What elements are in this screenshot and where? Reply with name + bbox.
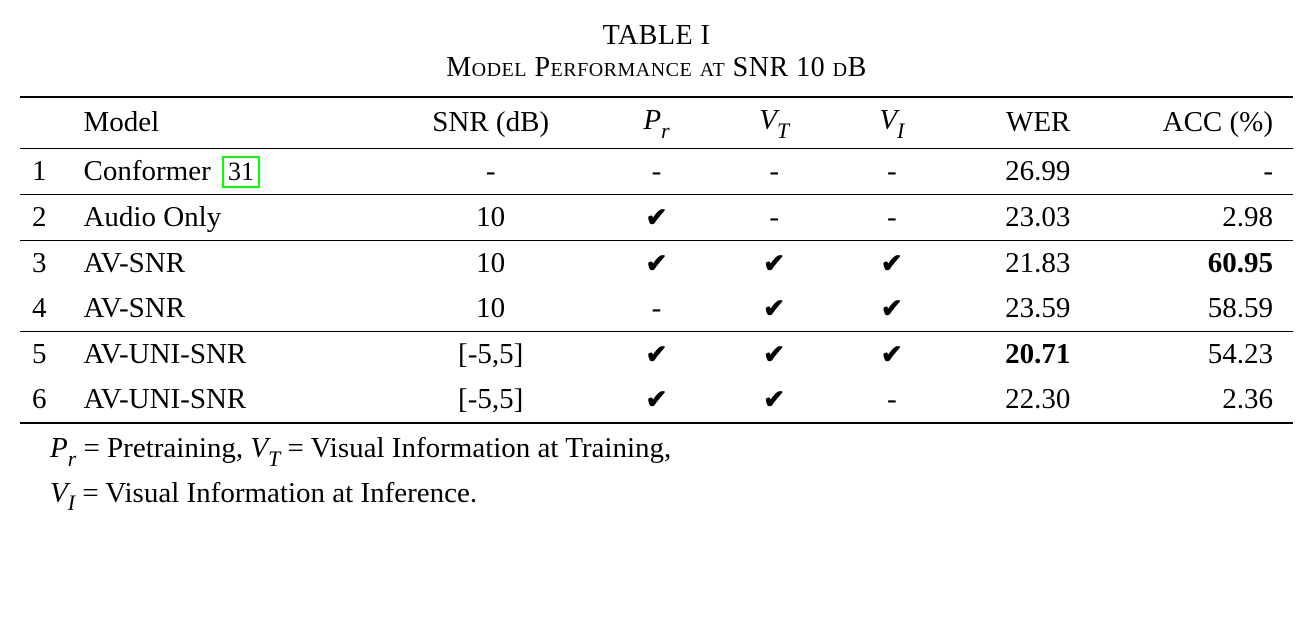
table-caption: TABLE I Model Performance at SNR 10 dB (20, 20, 1293, 84)
footnote-vt-desc: = Visual Information at Training, (280, 432, 671, 464)
header-pr: Pr (598, 97, 716, 148)
cell-acc: 2.98 (1100, 195, 1293, 241)
check-icon: ✔ (881, 249, 903, 278)
cell-vi: - (833, 377, 951, 423)
cell-vi: - (833, 148, 951, 195)
cell-idx: 5 (20, 332, 73, 378)
cell-pr: ✔ (598, 332, 716, 378)
cell-snr: - (384, 148, 598, 195)
check-icon: ✔ (646, 203, 668, 232)
cell-snr: 10 (384, 195, 598, 241)
cell-model: Conformer 31 (73, 148, 383, 195)
check-icon: ✔ (763, 385, 785, 414)
table-header-row: Model SNR (dB) Pr VT VI WER ACC (%) (20, 97, 1293, 148)
check-icon: ✔ (646, 340, 668, 369)
cell-idx: 6 (20, 377, 73, 423)
cell-acc: 2.36 (1100, 377, 1293, 423)
footnote-vi-sub: I (68, 491, 75, 515)
cell-wer: 26.99 (951, 148, 1101, 195)
cell-pr: ✔ (598, 195, 716, 241)
cell-vt: - (715, 148, 833, 195)
cell-snr: [-5,5] (384, 377, 598, 423)
table-row: 2Audio Only10✔--23.032.98 (20, 195, 1293, 241)
header-pr-sub: r (661, 119, 669, 143)
cell-pr: - (598, 286, 716, 332)
caption-title: Model Performance at SNR 10 dB (20, 52, 1293, 84)
header-vi: VI (833, 97, 951, 148)
check-icon: ✔ (881, 340, 903, 369)
check-icon: ✔ (881, 294, 903, 323)
citation-link[interactable]: 31 (222, 156, 260, 189)
header-acc: ACC (%) (1100, 97, 1293, 148)
table-body: 1Conformer 31----26.99-2Audio Only10✔--2… (20, 148, 1293, 423)
cell-vt: ✔ (715, 241, 833, 287)
table-row: 1Conformer 31----26.99- (20, 148, 1293, 195)
cell-model: AV-SNR (73, 241, 383, 287)
cell-idx: 1 (20, 148, 73, 195)
cell-pr: ✔ (598, 241, 716, 287)
table-row: 6AV-UNI-SNR[-5,5] ✔ ✔ -22.302.36 (20, 377, 1293, 423)
header-model: Model (73, 97, 383, 148)
header-idx (20, 97, 73, 148)
cell-idx: 2 (20, 195, 73, 241)
cell-vt: - (715, 195, 833, 241)
cell-model: AV-UNI-SNR (73, 377, 383, 423)
header-pr-base: P (643, 104, 661, 136)
table-row: 5AV-UNI-SNR[-5,5] ✔ ✔ ✔ 20.7154.23 (20, 332, 1293, 378)
cell-snr: 10 (384, 286, 598, 332)
cell-acc: 54.23 (1100, 332, 1293, 378)
cell-wer: 22.30 (951, 377, 1101, 423)
header-vt-base: V (759, 104, 777, 136)
cell-vt: ✔ (715, 332, 833, 378)
header-vt-sub: T (777, 119, 789, 143)
table-row: 4AV-SNR10- ✔ ✔ 23.5958.59 (20, 286, 1293, 332)
cell-model: AV-UNI-SNR (73, 332, 383, 378)
header-wer: WER (951, 97, 1101, 148)
cell-acc: - (1100, 148, 1293, 195)
check-icon: ✔ (763, 340, 785, 369)
cell-wer: 20.71 (951, 332, 1101, 378)
cell-vi: ✔ (833, 286, 951, 332)
footnote-vt-var: V (250, 432, 268, 464)
cell-pr: ✔ (598, 377, 716, 423)
cell-vi: ✔ (833, 241, 951, 287)
cell-wer: 21.83 (951, 241, 1101, 287)
check-icon: ✔ (763, 249, 785, 278)
check-icon: ✔ (646, 249, 668, 278)
cell-vt: ✔ (715, 286, 833, 332)
cell-pr: - (598, 148, 716, 195)
cell-wer: 23.03 (951, 195, 1101, 241)
caption-label: TABLE I (20, 20, 1293, 52)
footnote-vi-var: V (50, 477, 68, 509)
cell-vi: ✔ (833, 332, 951, 378)
table-footnote: Pr = Pretraining, VT = Visual Informatio… (20, 424, 1293, 516)
cell-wer: 23.59 (951, 286, 1101, 332)
table-row: 3AV-SNR10 ✔ ✔ ✔ 21.8360.95 (20, 241, 1293, 287)
footnote-vi-desc: = Visual Information at Inference. (75, 477, 477, 509)
cell-acc: 58.59 (1100, 286, 1293, 332)
footnote-pr-var: P (50, 432, 68, 464)
cell-model: Audio Only (73, 195, 383, 241)
header-vi-base: V (879, 104, 897, 136)
cell-acc: 60.95 (1100, 241, 1293, 287)
header-snr: SNR (dB) (384, 97, 598, 148)
cell-idx: 3 (20, 241, 73, 287)
check-icon: ✔ (646, 385, 668, 414)
cell-snr: [-5,5] (384, 332, 598, 378)
check-icon: ✔ (763, 294, 785, 323)
footnote-pr-sub: r (68, 447, 76, 471)
cell-idx: 4 (20, 286, 73, 332)
table-container: TABLE I Model Performance at SNR 10 dB M… (20, 20, 1293, 517)
cell-vi: - (833, 195, 951, 241)
footnote-vt-sub: T (268, 447, 280, 471)
cell-vt: ✔ (715, 377, 833, 423)
performance-table: Model SNR (dB) Pr VT VI WER ACC (%) 1Con… (20, 96, 1293, 424)
footnote-pr-desc: = Pretraining, (76, 432, 250, 464)
header-vt: VT (715, 97, 833, 148)
header-vi-sub: I (897, 119, 904, 143)
cell-snr: 10 (384, 241, 598, 287)
cell-model: AV-SNR (73, 286, 383, 332)
